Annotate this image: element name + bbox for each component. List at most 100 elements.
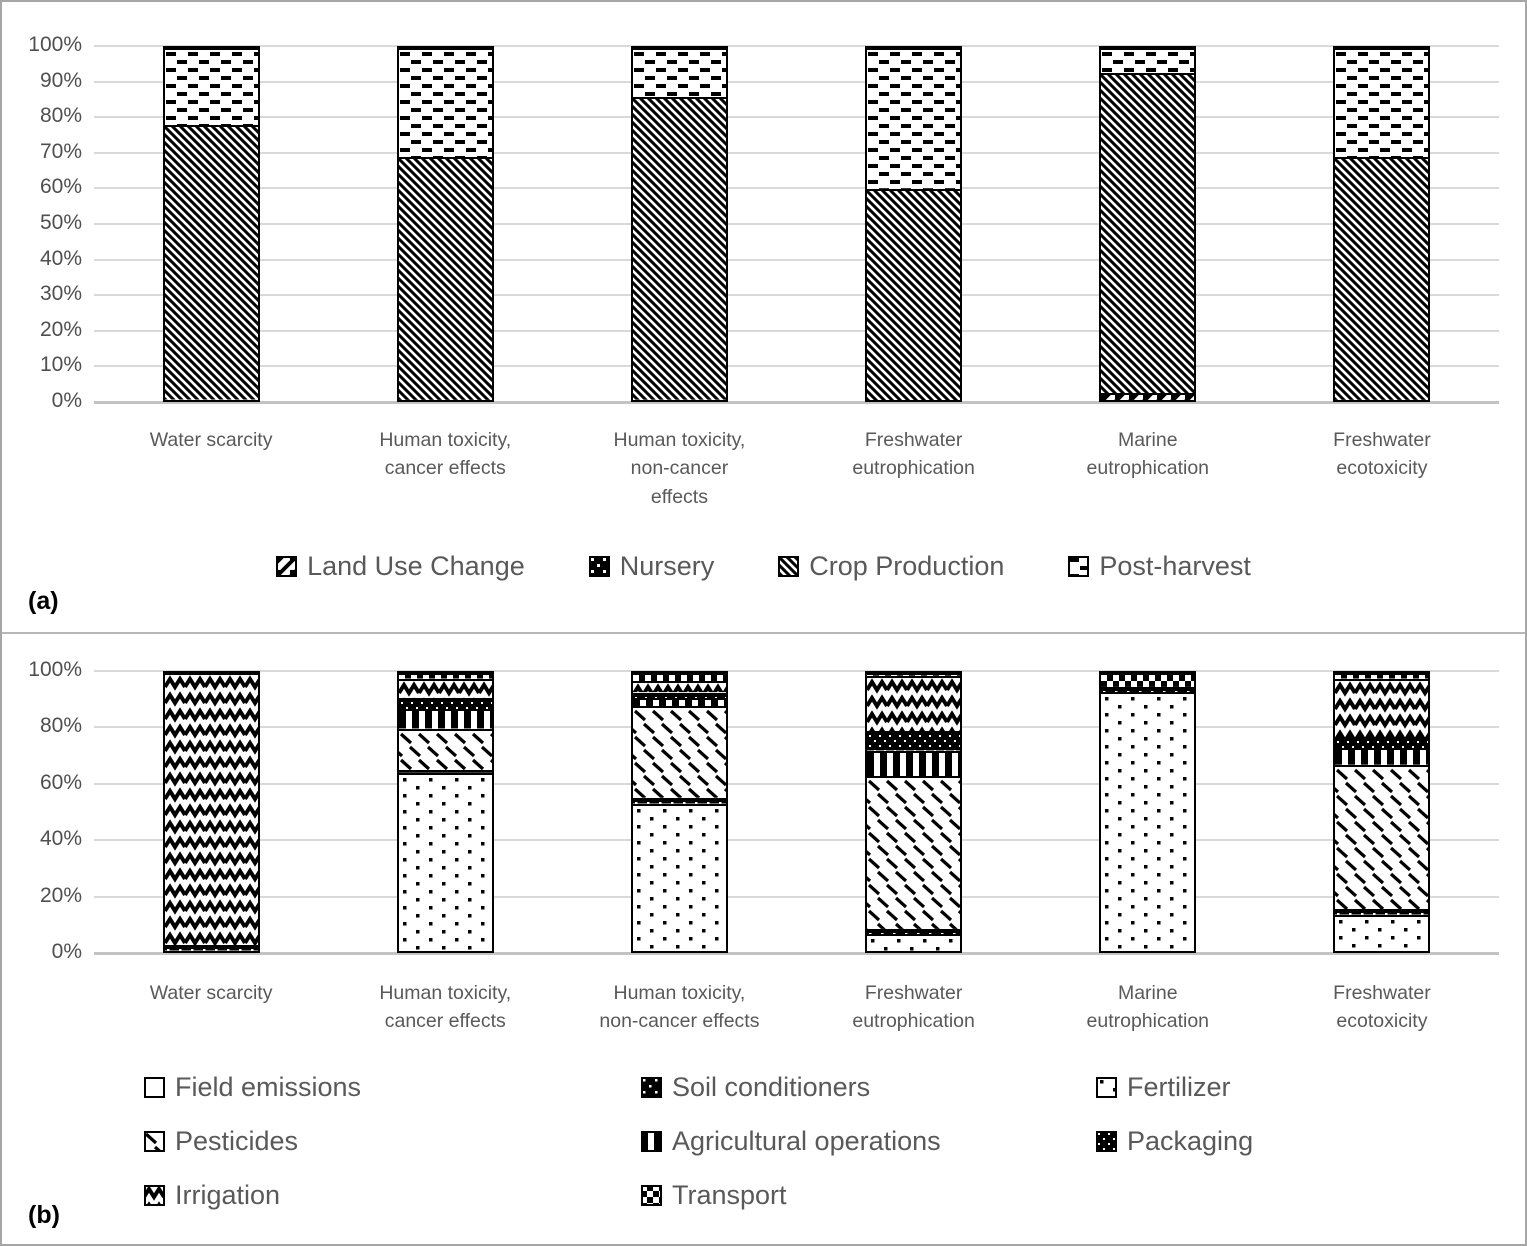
legend-item: Soil conditioners [641, 1072, 1096, 1103]
category-label: Human toxicity, cancer effects [379, 429, 512, 480]
segment [1335, 157, 1429, 400]
chart-b: 100% 80% 60% 40% 20% 0% [2, 658, 1525, 963]
legend-label: Transport [672, 1179, 787, 1210]
segment [632, 803, 726, 951]
bar-1 [162, 46, 260, 402]
segment [398, 698, 492, 710]
luc-pattern-icon [276, 555, 298, 577]
gridline [94, 726, 1499, 729]
legend-item: Nursery [588, 550, 715, 582]
category-label: Freshwater eutrophication [852, 429, 975, 480]
y-tick-label: 40% [39, 246, 82, 270]
legend-label: Crop Production [809, 550, 1005, 581]
post-pattern-icon [1068, 555, 1090, 577]
legend-item: Fertilizer [1096, 1072, 1525, 1103]
segment [1335, 914, 1429, 951]
y-tick-label: 50% [39, 211, 82, 235]
gridline [94, 80, 1499, 83]
segment [398, 770, 492, 774]
segment [1335, 909, 1429, 915]
legend-label: Nursery [619, 550, 715, 581]
bar-3 [630, 671, 728, 953]
gridline [94, 258, 1499, 261]
segment [398, 709, 492, 729]
segment [632, 681, 726, 693]
segment [867, 934, 961, 951]
segment [1101, 692, 1195, 951]
y-tick-label: 60% [39, 770, 82, 794]
segment [398, 728, 492, 771]
gridline [94, 401, 1499, 404]
segment [1335, 678, 1429, 737]
y-tick-label: 20% [39, 317, 82, 341]
legend-label: Fertilizer [1127, 1071, 1231, 1102]
segment [867, 673, 961, 676]
panel-a: 100% 90% 80% 70% 60% 50% 40% 30% 20% 10% 0% Water … [2, 2, 1525, 634]
gridline [94, 294, 1499, 297]
gridline [94, 895, 1499, 898]
segment [1335, 764, 1429, 910]
y-tick-label: 70% [39, 139, 82, 163]
segment [1335, 48, 1429, 158]
bar-3 [630, 46, 728, 402]
segment [164, 125, 258, 400]
segment [632, 48, 726, 98]
legend-label: Field emissions [175, 1071, 362, 1102]
chart-a: 100% 90% 80% 70% 60% 50% 40% 30% 20% 10% 0% [2, 33, 1525, 412]
legend-item: Pesticides [144, 1126, 641, 1157]
category-label: Freshwater ecotoxicity [1333, 982, 1431, 1033]
legend-label: Post-harvest [1099, 550, 1251, 581]
legend-item: Irrigation [144, 1180, 641, 1211]
segment [632, 692, 726, 699]
y-tick-label: 0% [51, 940, 82, 964]
segment [632, 97, 726, 400]
segment [1335, 673, 1429, 679]
irr-pattern-icon [144, 1184, 165, 1206]
trans-pattern-icon [641, 1184, 662, 1206]
segment [632, 706, 726, 799]
gridline [94, 116, 1499, 119]
y-axis: 100% 80% 60% 40% 20% 0% [2, 658, 94, 963]
y-tick-label: 100% [28, 33, 82, 57]
bar-2 [396, 46, 494, 402]
segment [867, 750, 961, 776]
segment [164, 673, 258, 946]
bar-1 [162, 671, 260, 953]
category-label: Human toxicity, non-cancer effects [599, 982, 760, 1033]
segment [1101, 48, 1195, 73]
category-label: Water scarcity [149, 982, 273, 1004]
segment [1101, 72, 1195, 393]
category-label: Freshwater ecotoxicity [1333, 429, 1431, 480]
segment [867, 188, 961, 400]
segment [867, 731, 961, 751]
legend-label: Irrigation [175, 1179, 281, 1210]
category-labels: Water scarcity Human toxicity, cancer effe… [2, 426, 1499, 511]
segment [1101, 686, 1195, 693]
segment [1101, 673, 1195, 687]
plot-area [94, 45, 1499, 404]
gridline [94, 952, 1499, 955]
legend-label: Agricultural operations [672, 1125, 941, 1156]
bar-5 [1099, 671, 1197, 953]
segment [632, 798, 726, 804]
legend-item: Agricultural operations [641, 1126, 1096, 1157]
y-tick-label: 0% [51, 389, 82, 413]
plot-area [94, 670, 1499, 955]
segment [1335, 737, 1429, 749]
segment [867, 48, 961, 189]
segment [398, 48, 492, 158]
y-tick-label: 80% [39, 714, 82, 738]
segment [867, 775, 961, 929]
bar-6 [1333, 671, 1431, 953]
y-axis: 100% 90% 80% 70% 60% 50% 40% 30% 20% 10% 0% [2, 33, 94, 412]
segment [867, 928, 961, 935]
legend-item: Land Use Change [276, 551, 525, 582]
y-tick-label: 40% [39, 827, 82, 851]
legend: Land Use Change Nursery Crop Production Pos… [2, 551, 1525, 582]
pack-pattern-icon [1096, 1130, 1117, 1152]
gridline [94, 670, 1499, 672]
gridline [94, 782, 1499, 785]
gridline [94, 45, 1499, 47]
category-label: Marine eutrophication [1086, 982, 1210, 1033]
legend-label: Land Use Change [307, 550, 525, 581]
